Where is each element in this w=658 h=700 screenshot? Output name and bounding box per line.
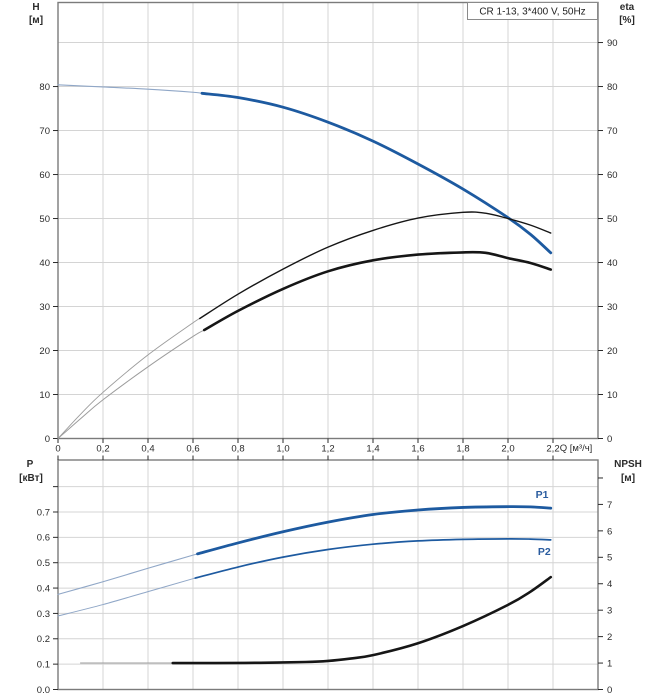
- x-tick-label: 1,6: [411, 444, 424, 455]
- left-tick-label: 50: [39, 214, 50, 225]
- left-tick-label: 0.3: [37, 609, 50, 620]
- right-tick-label: 7: [607, 500, 612, 511]
- right-tick-label: 80: [607, 82, 618, 93]
- left-tick-label: 0.0: [37, 685, 50, 696]
- right-tick-label: 1: [607, 658, 612, 669]
- left-tick-label: 60: [39, 170, 50, 181]
- x-tick-label: 0: [55, 444, 60, 455]
- left-tick-label: 30: [39, 302, 50, 313]
- curve-p2-shaft-power-duty-range: [194, 538, 552, 579]
- right-tick-label: 40: [607, 258, 618, 269]
- right-tick-label: 6: [607, 526, 612, 537]
- title-box: CR 1-13, 3*400 V, 50Hz: [467, 2, 598, 20]
- x-tick-label: 1,0: [276, 444, 289, 455]
- left-tick-label: 40: [39, 258, 50, 269]
- x-tick-label: 2,2: [546, 444, 559, 455]
- left-tick-label: 0: [45, 434, 50, 445]
- right-tick-label: 0: [607, 685, 612, 696]
- curve-efficiency-pump-motor-duty-range: [202, 250, 553, 332]
- right-tick-label: 3: [607, 606, 612, 617]
- left-tick-label: 0.7: [37, 507, 50, 518]
- x-tick-label: 1,2: [321, 444, 334, 455]
- power-axis-title: P: [27, 459, 34, 470]
- left-tick-label: 0.5: [37, 558, 50, 569]
- x-tick-label: 0,8: [231, 444, 244, 455]
- right-tick-label: 30: [607, 302, 618, 313]
- npsh-axis-unit: [м]: [621, 473, 635, 484]
- right-tick-label: 0: [607, 434, 612, 445]
- right-tick-label: 70: [607, 126, 618, 137]
- right-tick-label: 90: [607, 38, 618, 49]
- right-tick-label: 5: [607, 553, 612, 564]
- head-efficiency-plot: 0 0,2 0,4 0,6 0,8 1,0 1,2 1,4 1,6 1,8 2,0 2,2 0 10 20 3…: [39, 1, 618, 455]
- left-tick-label: 0.6: [37, 533, 50, 544]
- curve-npsh-curve-duty-range: [171, 575, 553, 665]
- x-tick-label: 2,0: [501, 444, 514, 455]
- x-tick-label: 0,6: [186, 444, 199, 455]
- x-tick-label: 1,8: [456, 444, 469, 455]
- left-tick-label: 10: [39, 390, 50, 401]
- left-tick-label: 0.4: [37, 583, 50, 594]
- pump-model-title: CR 1-13, 3*400 V, 50Hz: [479, 7, 585, 18]
- right-tick-label: 10: [607, 390, 618, 401]
- curve-efficiency-pump-full-range: [57, 318, 201, 439]
- flow-axis-label: Q [м³/ч]: [560, 443, 593, 454]
- x-tick-label: 0,4: [141, 444, 154, 455]
- left-tick-label: 0.2: [37, 634, 50, 645]
- curve-p1-power-input-duty-range: [196, 505, 553, 556]
- right-tick-label: 2: [607, 632, 612, 643]
- npsh-axis-title: NPSH: [614, 459, 642, 470]
- left-tick-label: 70: [39, 126, 50, 137]
- eta-axis-unit: [%]: [619, 15, 635, 26]
- curve-efficiency-pump-duty-range: [199, 211, 552, 320]
- curve-p2-shaft-power-full-range: [57, 577, 198, 617]
- curve-head-curve-full-range: [57, 84, 203, 94]
- right-tick-label: 60: [607, 170, 618, 181]
- power-npsh-plot: 0.0 0.1 0.2 0.3 0.4 0.5 0.6 0.7 0 1 2 3 4 5 6 7 P1 P2: [37, 455, 612, 696]
- title-box-frame: [467, 2, 598, 20]
- left-tick-label: 0.1: [37, 660, 50, 671]
- right-tick-label: 20: [607, 346, 618, 357]
- curve-efficiency-pump-motor-full-range: [57, 329, 205, 439]
- power-axis-unit: [кВт]: [19, 473, 43, 484]
- right-tick-label: 4: [607, 579, 612, 590]
- curve-label-p2: P2: [538, 546, 551, 558]
- head-axis-unit: [м]: [29, 15, 43, 26]
- left-tick-label: 20: [39, 346, 50, 357]
- curve-label-p1: P1: [536, 489, 549, 501]
- x-tick-label: 0,2: [96, 444, 109, 455]
- left-tick-label: 80: [39, 82, 50, 93]
- head-axis-title: H: [32, 2, 39, 13]
- right-tick-label: 50: [607, 214, 618, 225]
- eta-axis-title: eta: [620, 2, 635, 13]
- curve-head-curve-duty-range: [200, 91, 553, 255]
- x-tick-label: 1,4: [366, 444, 379, 455]
